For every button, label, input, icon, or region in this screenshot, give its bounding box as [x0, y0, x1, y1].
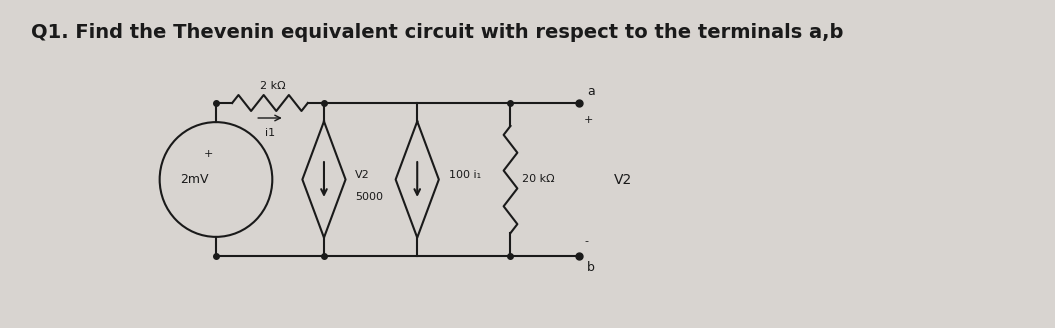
Text: 5000: 5000 [356, 193, 383, 202]
Text: 20 kΩ: 20 kΩ [522, 174, 555, 184]
Text: V2: V2 [356, 170, 370, 179]
Text: V2: V2 [614, 173, 632, 187]
Text: -: - [584, 236, 588, 246]
Text: 2 kΩ: 2 kΩ [261, 81, 286, 91]
Text: Q1. Find the Thevenin equivalent circuit with respect to the terminals a,b: Q1. Find the Thevenin equivalent circuit… [31, 23, 843, 42]
Text: 2mV: 2mV [180, 173, 209, 186]
Text: i1: i1 [265, 128, 275, 138]
Text: a: a [587, 85, 595, 98]
Text: +: + [204, 149, 213, 159]
Text: 100 i₁: 100 i₁ [448, 170, 481, 179]
Text: +: + [584, 115, 594, 125]
Text: b: b [587, 261, 595, 274]
